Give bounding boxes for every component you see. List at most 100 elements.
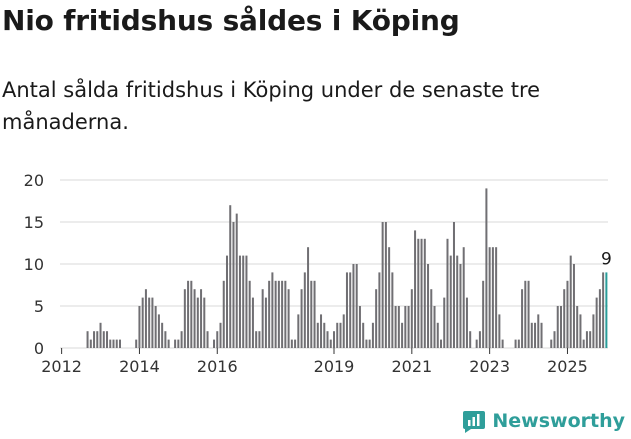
bar	[342, 314, 345, 348]
bar	[394, 306, 397, 348]
bar	[404, 306, 407, 348]
bar	[141, 297, 144, 348]
bar	[245, 255, 248, 348]
bar	[180, 331, 183, 348]
bar	[138, 306, 141, 348]
bar	[459, 264, 462, 348]
y-tick-label: 15	[24, 213, 44, 232]
bar	[86, 331, 89, 348]
bar	[102, 331, 105, 348]
bar	[118, 339, 121, 348]
last-value-label: 9	[601, 249, 612, 269]
bar	[303, 272, 306, 348]
bar	[112, 339, 115, 348]
bar	[144, 289, 147, 348]
bar	[592, 314, 595, 348]
bar	[219, 322, 222, 348]
y-tick-label: 5	[34, 297, 44, 316]
bar	[485, 188, 488, 348]
bar	[440, 339, 443, 348]
bar	[200, 289, 203, 348]
x-tick-label: 2025	[547, 357, 588, 376]
bar	[375, 289, 378, 348]
bar	[264, 297, 267, 348]
x-tick-label: 2012	[41, 357, 82, 376]
bar	[358, 306, 361, 348]
bar	[157, 314, 160, 348]
bar	[235, 213, 238, 348]
bar	[106, 331, 109, 348]
bar	[297, 314, 300, 348]
bar	[258, 331, 261, 348]
bar	[589, 331, 592, 348]
bar	[242, 255, 245, 348]
bar	[326, 331, 329, 348]
bar	[410, 289, 413, 348]
bar	[316, 322, 319, 348]
bar	[300, 289, 303, 348]
bar	[320, 314, 323, 348]
bar	[414, 230, 417, 348]
bar-chart: 0 5 10 15 20 2012 2014 2016 2019 2021 2023 2025 9	[24, 171, 612, 376]
bar	[287, 289, 290, 348]
bar	[563, 289, 566, 348]
bar	[572, 264, 575, 348]
bar	[452, 222, 455, 348]
bar	[401, 322, 404, 348]
bar	[598, 289, 601, 348]
bar	[307, 247, 310, 348]
bar	[534, 322, 537, 348]
bar	[190, 280, 193, 348]
bar	[362, 322, 365, 348]
bar	[540, 322, 543, 348]
bar	[498, 314, 501, 348]
bar	[203, 297, 206, 348]
bar	[115, 339, 118, 348]
chart-subtitle: Antal sålda fritidshus i Köping under de…	[2, 78, 541, 134]
bar	[576, 306, 579, 348]
bar	[501, 339, 504, 348]
bar	[462, 247, 465, 348]
bar	[313, 280, 316, 348]
x-axis-ticks: 2012 2014 2016 2019 2021 2023 2025	[41, 348, 588, 376]
bar	[187, 280, 190, 348]
bar	[527, 280, 530, 348]
bar	[336, 322, 339, 348]
bar	[232, 222, 235, 348]
bar	[378, 272, 381, 348]
bar	[430, 289, 433, 348]
bar	[109, 339, 112, 348]
bar	[332, 331, 336, 348]
bar	[579, 314, 582, 348]
bar	[355, 264, 358, 348]
bar	[427, 264, 430, 348]
y-axis-ticks: 0 5 10 15 20	[24, 171, 44, 358]
gridlines	[60, 179, 608, 349]
bar	[365, 339, 368, 348]
bar	[99, 322, 102, 348]
bar	[381, 222, 384, 348]
bar	[225, 255, 228, 348]
bar	[446, 238, 449, 348]
bar	[521, 289, 524, 348]
bar	[517, 339, 520, 348]
bar	[530, 322, 533, 348]
bar	[397, 306, 400, 348]
bar	[436, 322, 439, 348]
bar	[261, 289, 264, 348]
bar	[323, 322, 326, 348]
bar	[478, 331, 481, 348]
bar	[388, 247, 391, 348]
bar	[213, 339, 216, 348]
bar	[559, 306, 562, 348]
bar	[268, 280, 271, 348]
bar	[384, 222, 387, 348]
bar	[449, 255, 452, 348]
bar	[423, 238, 426, 348]
bar	[164, 331, 167, 348]
chart-title: Nio fritidshus såldes i Köping	[2, 4, 460, 37]
bar	[339, 322, 342, 348]
bar	[514, 339, 517, 348]
y-tick-label: 10	[24, 255, 44, 274]
bar	[582, 339, 585, 348]
